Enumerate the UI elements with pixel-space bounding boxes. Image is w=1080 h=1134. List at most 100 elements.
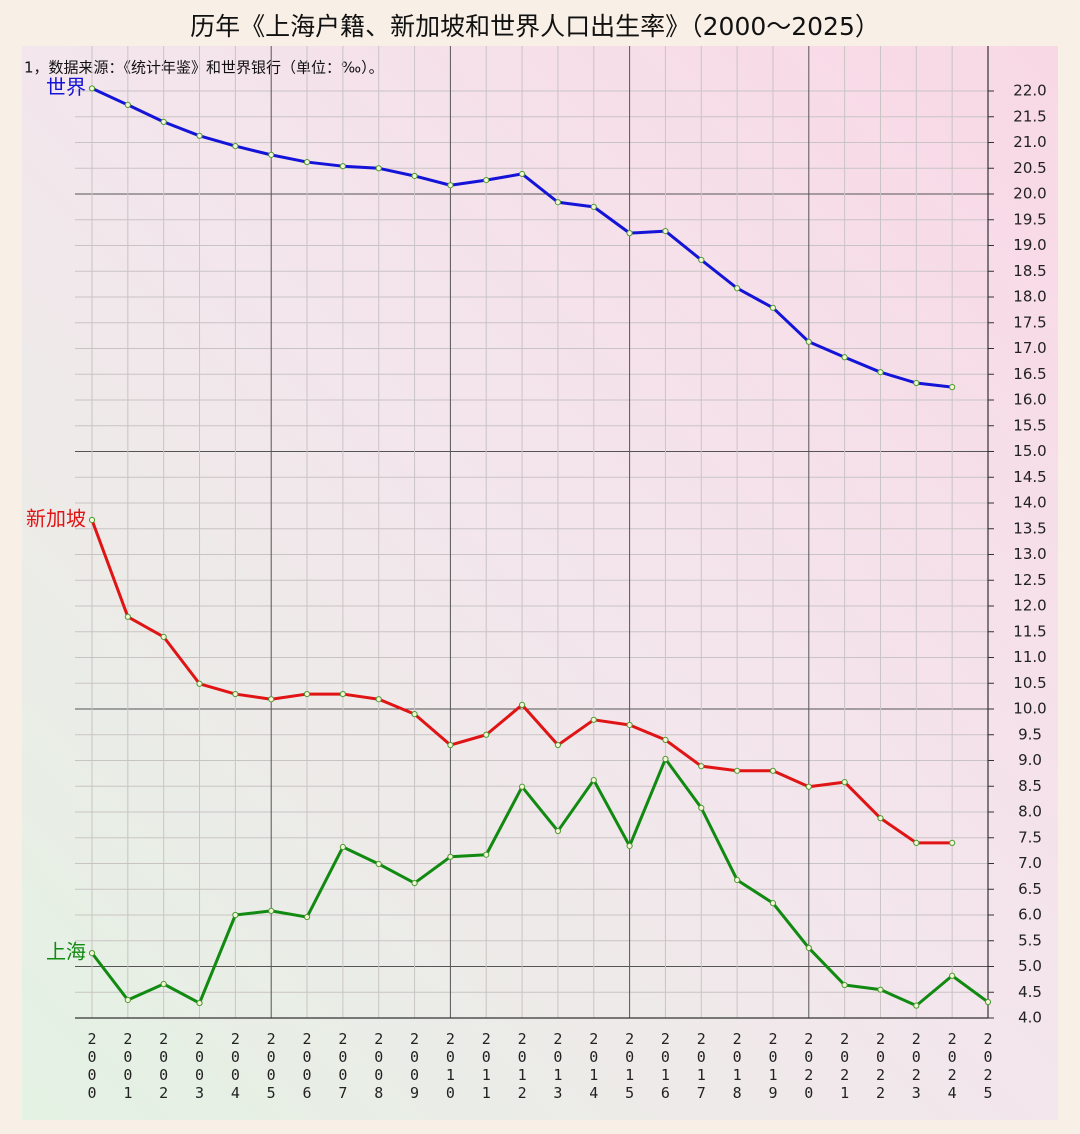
data-point	[339, 843, 346, 851]
x-tick-label: 2003	[195, 1030, 205, 1102]
data-point	[841, 981, 848, 989]
data-point	[483, 851, 490, 858]
x-tick-label: 2008	[374, 1030, 384, 1102]
x-tick-label: 2016	[660, 1030, 670, 1102]
data-point	[877, 369, 884, 376]
x-tick-label: 2020	[804, 1030, 814, 1102]
x-tick-label: 2014	[589, 1030, 599, 1102]
data-point	[626, 842, 633, 850]
y-tick-label: 15.0	[1013, 442, 1046, 460]
y-tick-label: 10.5	[1013, 674, 1046, 692]
x-tick-label: 2019	[768, 1030, 778, 1102]
y-tick-label: 15.5	[1013, 416, 1046, 434]
y-tick-label: 18.5	[1013, 262, 1046, 280]
data-point	[590, 716, 597, 723]
data-point	[339, 690, 346, 698]
data-point	[590, 203, 597, 210]
y-tick-label: 22.0	[1013, 82, 1046, 100]
y-tick-label: 20.5	[1013, 159, 1046, 177]
data-point	[268, 151, 275, 158]
data-point	[375, 696, 382, 703]
y-tick-label: 5.0	[1018, 957, 1042, 975]
y-tick-label: 16.5	[1013, 365, 1046, 383]
y-tick-label: 7.5	[1018, 828, 1042, 846]
x-tick-label: 2025	[983, 1030, 993, 1102]
data-point	[483, 731, 490, 738]
data-point	[913, 379, 920, 387]
data-point	[339, 163, 346, 170]
data-point	[805, 783, 812, 790]
x-tick-label: 2009	[410, 1030, 420, 1102]
data-point	[411, 172, 418, 180]
series-line	[90, 757, 989, 1008]
x-tick-label: 2022	[875, 1030, 885, 1102]
data-point	[375, 165, 382, 172]
x-tick-label: 2010	[445, 1030, 455, 1102]
x-tick-label: 2000	[87, 1030, 97, 1102]
data-point	[734, 876, 741, 884]
x-tick-label: 2006	[302, 1030, 312, 1102]
data-point	[232, 911, 239, 919]
y-tick-label: 9.0	[1018, 751, 1042, 769]
data-point	[877, 986, 884, 993]
data-point	[518, 170, 526, 178]
series-label: 新加坡	[26, 506, 86, 530]
chart-subtitle: 1，数据来源：《统计年鉴》和世界银行（单位：‰）。	[24, 59, 384, 77]
data-point	[447, 741, 454, 749]
data-point	[913, 839, 920, 847]
plot-background	[22, 46, 1058, 1120]
y-tick-label: 17.5	[1013, 313, 1046, 331]
data-point	[124, 101, 131, 109]
data-point	[303, 690, 311, 698]
y-tick-label: 5.5	[1018, 931, 1042, 949]
data-point	[984, 998, 992, 1006]
x-tick-label: 2015	[625, 1030, 635, 1102]
y-tick-label: 12.5	[1013, 571, 1046, 589]
data-point	[447, 182, 454, 189]
x-tick-label: 2007	[338, 1030, 348, 1102]
data-point	[734, 285, 741, 292]
y-tick-label: 16.0	[1013, 391, 1046, 409]
data-point	[949, 839, 956, 847]
data-point	[303, 913, 311, 921]
data-point	[949, 384, 956, 391]
x-tick-label: 2002	[159, 1030, 169, 1102]
y-tick-label: 13.0	[1013, 545, 1046, 563]
data-point	[88, 950, 96, 957]
data-point	[554, 199, 562, 206]
data-point	[124, 996, 131, 1004]
data-point	[232, 690, 239, 698]
y-tick-label: 8.5	[1018, 777, 1042, 795]
data-point	[196, 999, 203, 1007]
y-tick-label: 6.5	[1018, 880, 1042, 898]
data-point	[841, 354, 848, 361]
x-tick-label: 2013	[553, 1030, 563, 1102]
data-point	[375, 860, 382, 868]
data-point	[160, 118, 167, 126]
data-point	[769, 900, 777, 907]
y-tick-label: 21.0	[1013, 133, 1046, 151]
data-point	[160, 980, 167, 988]
y-tick-label: 13.5	[1013, 519, 1046, 537]
data-point	[805, 944, 812, 952]
y-tick-label: 19.5	[1013, 210, 1046, 228]
x-tick-label: 2017	[696, 1030, 706, 1102]
y-tick-label: 7.0	[1018, 854, 1042, 872]
data-point	[734, 767, 741, 774]
data-point	[698, 256, 705, 264]
data-point	[196, 132, 203, 139]
y-tick-label: 8.0	[1018, 803, 1042, 821]
x-tick-label: 2004	[230, 1030, 240, 1102]
series-label: 世界	[46, 75, 86, 99]
x-tick-label: 2005	[266, 1030, 276, 1102]
data-point	[447, 853, 454, 860]
data-point	[590, 776, 597, 784]
data-point	[303, 158, 311, 166]
series-label: 上海	[46, 940, 86, 964]
data-point	[841, 779, 848, 786]
data-point	[949, 972, 956, 979]
chart-title: 历年《上海户籍、新加坡和世界人口出生率》（2000～2025）	[190, 12, 880, 41]
y-tick-label: 10.0	[1013, 700, 1046, 718]
